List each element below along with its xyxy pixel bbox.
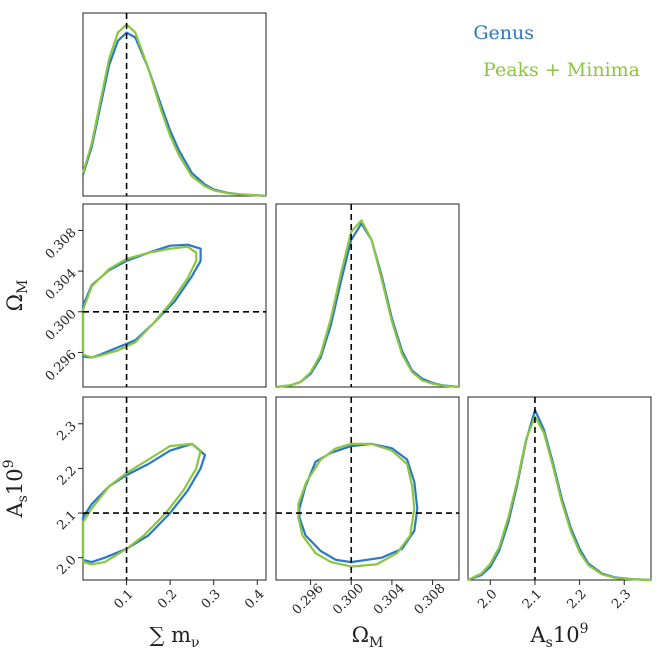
contour-genus: [298, 442, 419, 564]
legend: Genus Peaks + Minima: [473, 22, 640, 81]
panels-layer: 0.1 0.2 0.3 0.4 0.296 0.300 0.304 0.308 2.0 2.1 2.…: [1, 12, 652, 651]
x-axis-title-omega-m: ΩM: [352, 623, 384, 651]
x-tick-label: 0.308: [412, 581, 449, 618]
contour-panel-om-as: [275, 396, 460, 581]
contour-peaks-minima: [81, 442, 202, 566]
panel-frame: [82, 203, 267, 388]
x-tick-label: 0.3: [199, 587, 224, 612]
x-tick-label: 0.304: [371, 581, 408, 618]
legend-entry-peaks-minima: Peaks + Minima: [483, 59, 640, 81]
panel-frame: [275, 396, 460, 581]
contour-genus: [81, 442, 207, 564]
x-tick-label: 2.1: [520, 587, 545, 612]
panel-frame: [82, 12, 267, 197]
contour-panel-mnu-om: [81, 203, 267, 388]
y-tick-label: 0.308: [43, 225, 80, 262]
x-tick-label: 0.1: [111, 587, 136, 612]
panel-frame: [467, 396, 652, 581]
marginal-curve-peaks-minima: [81, 23, 267, 198]
marginal-curve-peaks-minima: [275, 219, 460, 389]
y-axis-title-as: As109: [1, 459, 31, 518]
marginal-panel-om: [275, 203, 460, 389]
marginal-curve-peaks-minima: [467, 415, 652, 582]
x-tick-label: 2.3: [609, 587, 634, 612]
y-tick-label: 0.300: [43, 307, 80, 344]
y-tick-label: 2.1: [54, 508, 79, 533]
marginal-curve-genus: [275, 222, 460, 389]
contour-genus: [81, 243, 202, 359]
x-tick-label: 2.2: [564, 587, 589, 612]
contour-panel-mnu-as: [81, 396, 267, 581]
contour-peaks-minima: [297, 442, 416, 568]
y-tick-label: 2.0: [54, 553, 79, 578]
contour-peaks-minima: [81, 245, 198, 359]
x-tick-label: 0.2: [155, 587, 180, 612]
x-axis-title-mnu: ∑ mν: [149, 623, 199, 651]
y-axis-title-omega-m: ΩM: [3, 280, 31, 312]
marginal-panel-mnu: [81, 12, 267, 198]
y-tick-label: 0.296: [43, 347, 80, 384]
marginal-panel-as: [467, 396, 652, 582]
x-tick-label: 0.4: [242, 587, 267, 612]
panel-frame: [275, 203, 460, 388]
legend-entry-genus: Genus: [473, 22, 534, 44]
y-tick-label: 2.2: [54, 463, 79, 488]
x-tick-label: 0.296: [290, 581, 327, 618]
y-tick-label: 2.3: [54, 419, 79, 444]
panel-frame: [82, 396, 267, 581]
y-tick-label: 0.304: [43, 266, 80, 303]
x-axis-title-as: As109: [529, 621, 588, 651]
x-tick-label: 2.0: [475, 587, 500, 612]
x-tick-label: 0.300: [330, 581, 367, 618]
